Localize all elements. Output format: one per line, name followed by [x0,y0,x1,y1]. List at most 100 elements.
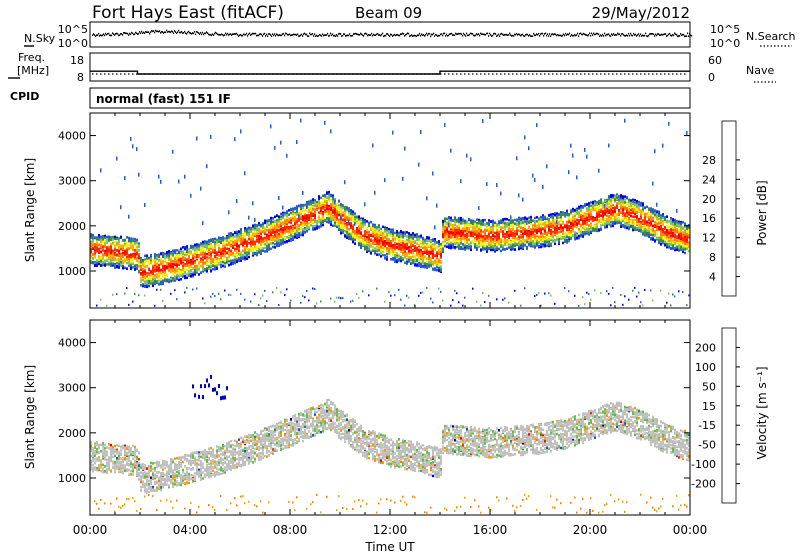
power-cell [244,241,246,245]
power-cell [454,220,456,223]
power-cell [146,264,148,268]
power-cell [300,301,302,304]
power-cell [194,251,196,254]
power-cell [330,297,332,300]
power-cell [350,237,352,241]
power-cell [326,218,328,221]
power-cell [284,238,286,241]
power-cell [270,228,272,231]
power-cell [430,297,432,300]
power-cell [344,206,346,210]
power-cell [390,240,392,244]
power-cell [272,291,274,294]
power-cell [226,236,228,239]
power-cell [428,261,430,264]
noise-point [149,32,151,35]
power-cell [344,209,346,213]
noise-point [420,34,422,37]
power-cell [394,235,396,239]
power-cell [412,240,414,244]
power-cell [306,230,308,233]
noise-point [665,33,667,35]
power-cell [132,300,134,303]
power-cell [178,278,180,282]
noise-point [589,32,591,35]
power-cell [192,272,194,275]
power-cell [114,237,116,241]
power-cell [200,253,202,256]
power-cell [124,253,126,256]
power-cell [328,195,330,198]
nave-tick-0: 0 [708,71,715,84]
power-cell [262,222,264,226]
power-cell [418,264,420,268]
power-cell [250,230,252,233]
power-cell [114,263,116,266]
power-cell [188,248,190,251]
power-cell [344,214,346,217]
power-cell [194,247,196,250]
power-cell [282,234,284,238]
power-cell [350,209,352,214]
power-cell [202,251,204,255]
power-cell [452,226,454,229]
power-cell [242,256,244,260]
power-cell [392,246,394,249]
power-cell [310,212,312,215]
power-cell [278,218,280,221]
power-cell [450,246,452,250]
power-cell [432,268,434,271]
power-cell [426,263,428,267]
power-cell [284,218,286,222]
power-cell [132,257,134,261]
noise-point [500,33,502,35]
power-cell [466,238,468,241]
power-cell [456,292,458,295]
power-cell [138,262,140,266]
power-cell [274,145,276,150]
power-cell [302,216,304,219]
power-cell [420,130,422,134]
noise-point [469,33,471,36]
power-cell [318,199,320,203]
power-cell [410,259,412,262]
power-cell [146,272,148,275]
power-cell [118,257,120,260]
power-cell [96,304,98,307]
power-cell [436,268,438,272]
power-cell [266,238,268,241]
power-cell [228,249,230,252]
power-cell [334,202,336,206]
power-cell [118,266,120,269]
noise-point [359,34,361,36]
power-cell [396,256,398,259]
power-cell [438,245,440,248]
noise-point [496,35,498,37]
power-cell [424,262,426,266]
power-cell [210,134,212,139]
power-cell [138,260,140,264]
noise-point [155,29,157,32]
power-cell [176,257,178,260]
power-cell [300,118,302,123]
power-cell [278,243,280,246]
power-cell [256,253,258,257]
power-cell [436,241,438,244]
power-cell [384,254,386,257]
power-cell [390,234,392,237]
freq-tick-8: 8 [77,71,84,84]
power-cell [468,238,470,242]
noise-point [342,34,344,37]
noise-point [170,31,172,34]
noise-point [313,35,315,37]
power-cell [232,251,234,255]
power-cell [432,263,434,266]
noise-point [196,31,198,33]
power-cell [162,269,164,272]
power-cell [162,255,164,258]
power-cell [378,244,380,247]
noise-point [352,34,354,37]
noise-point [512,34,514,37]
power-cell [468,246,470,250]
power-cell [290,230,292,233]
